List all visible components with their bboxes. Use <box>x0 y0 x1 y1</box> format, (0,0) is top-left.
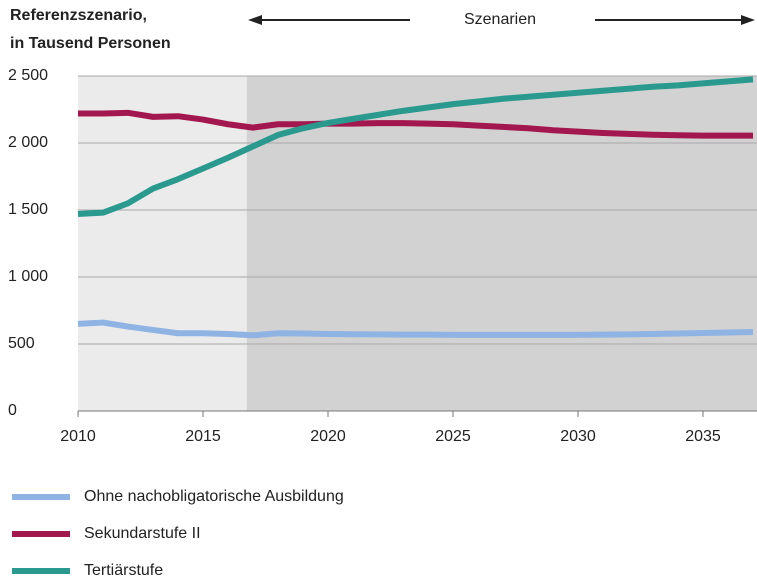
y-tick-label: 0 <box>8 402 17 419</box>
arrow-head <box>248 15 262 25</box>
y-tick-label: 1 000 <box>8 268 48 285</box>
legend-label: Ohne nachobligatorische Ausbildung <box>84 488 344 505</box>
annotation: Szenarien <box>464 11 536 28</box>
history-background <box>78 76 247 411</box>
y-tick-label: 2 500 <box>8 67 48 84</box>
x-tick-label: 2030 <box>560 428 596 445</box>
x-tick-label: 2010 <box>60 428 96 445</box>
scenario-background <box>246 76 757 411</box>
chart-subtitle: in Tausend Personen <box>10 35 171 52</box>
y-tick-label: 1 500 <box>8 201 48 218</box>
y-tick-label: 2 000 <box>8 134 48 151</box>
x-tick-label: 2025 <box>435 428 471 445</box>
legend-label: Sekundarstufe II <box>84 525 201 542</box>
series-line <box>77 319 754 339</box>
chart-title: Referenzszenario, <box>10 7 147 24</box>
y-tick-label: 500 <box>8 335 35 352</box>
series-line <box>78 109 753 139</box>
x-tick-label: 2035 <box>685 428 721 445</box>
x-tick-label: 2020 <box>310 428 346 445</box>
arrow-head <box>741 15 755 25</box>
series-line <box>77 76 754 218</box>
legend-label: Tertiärstufe <box>84 562 163 579</box>
arrows <box>248 15 755 25</box>
x-tick-label: 2015 <box>185 428 221 445</box>
